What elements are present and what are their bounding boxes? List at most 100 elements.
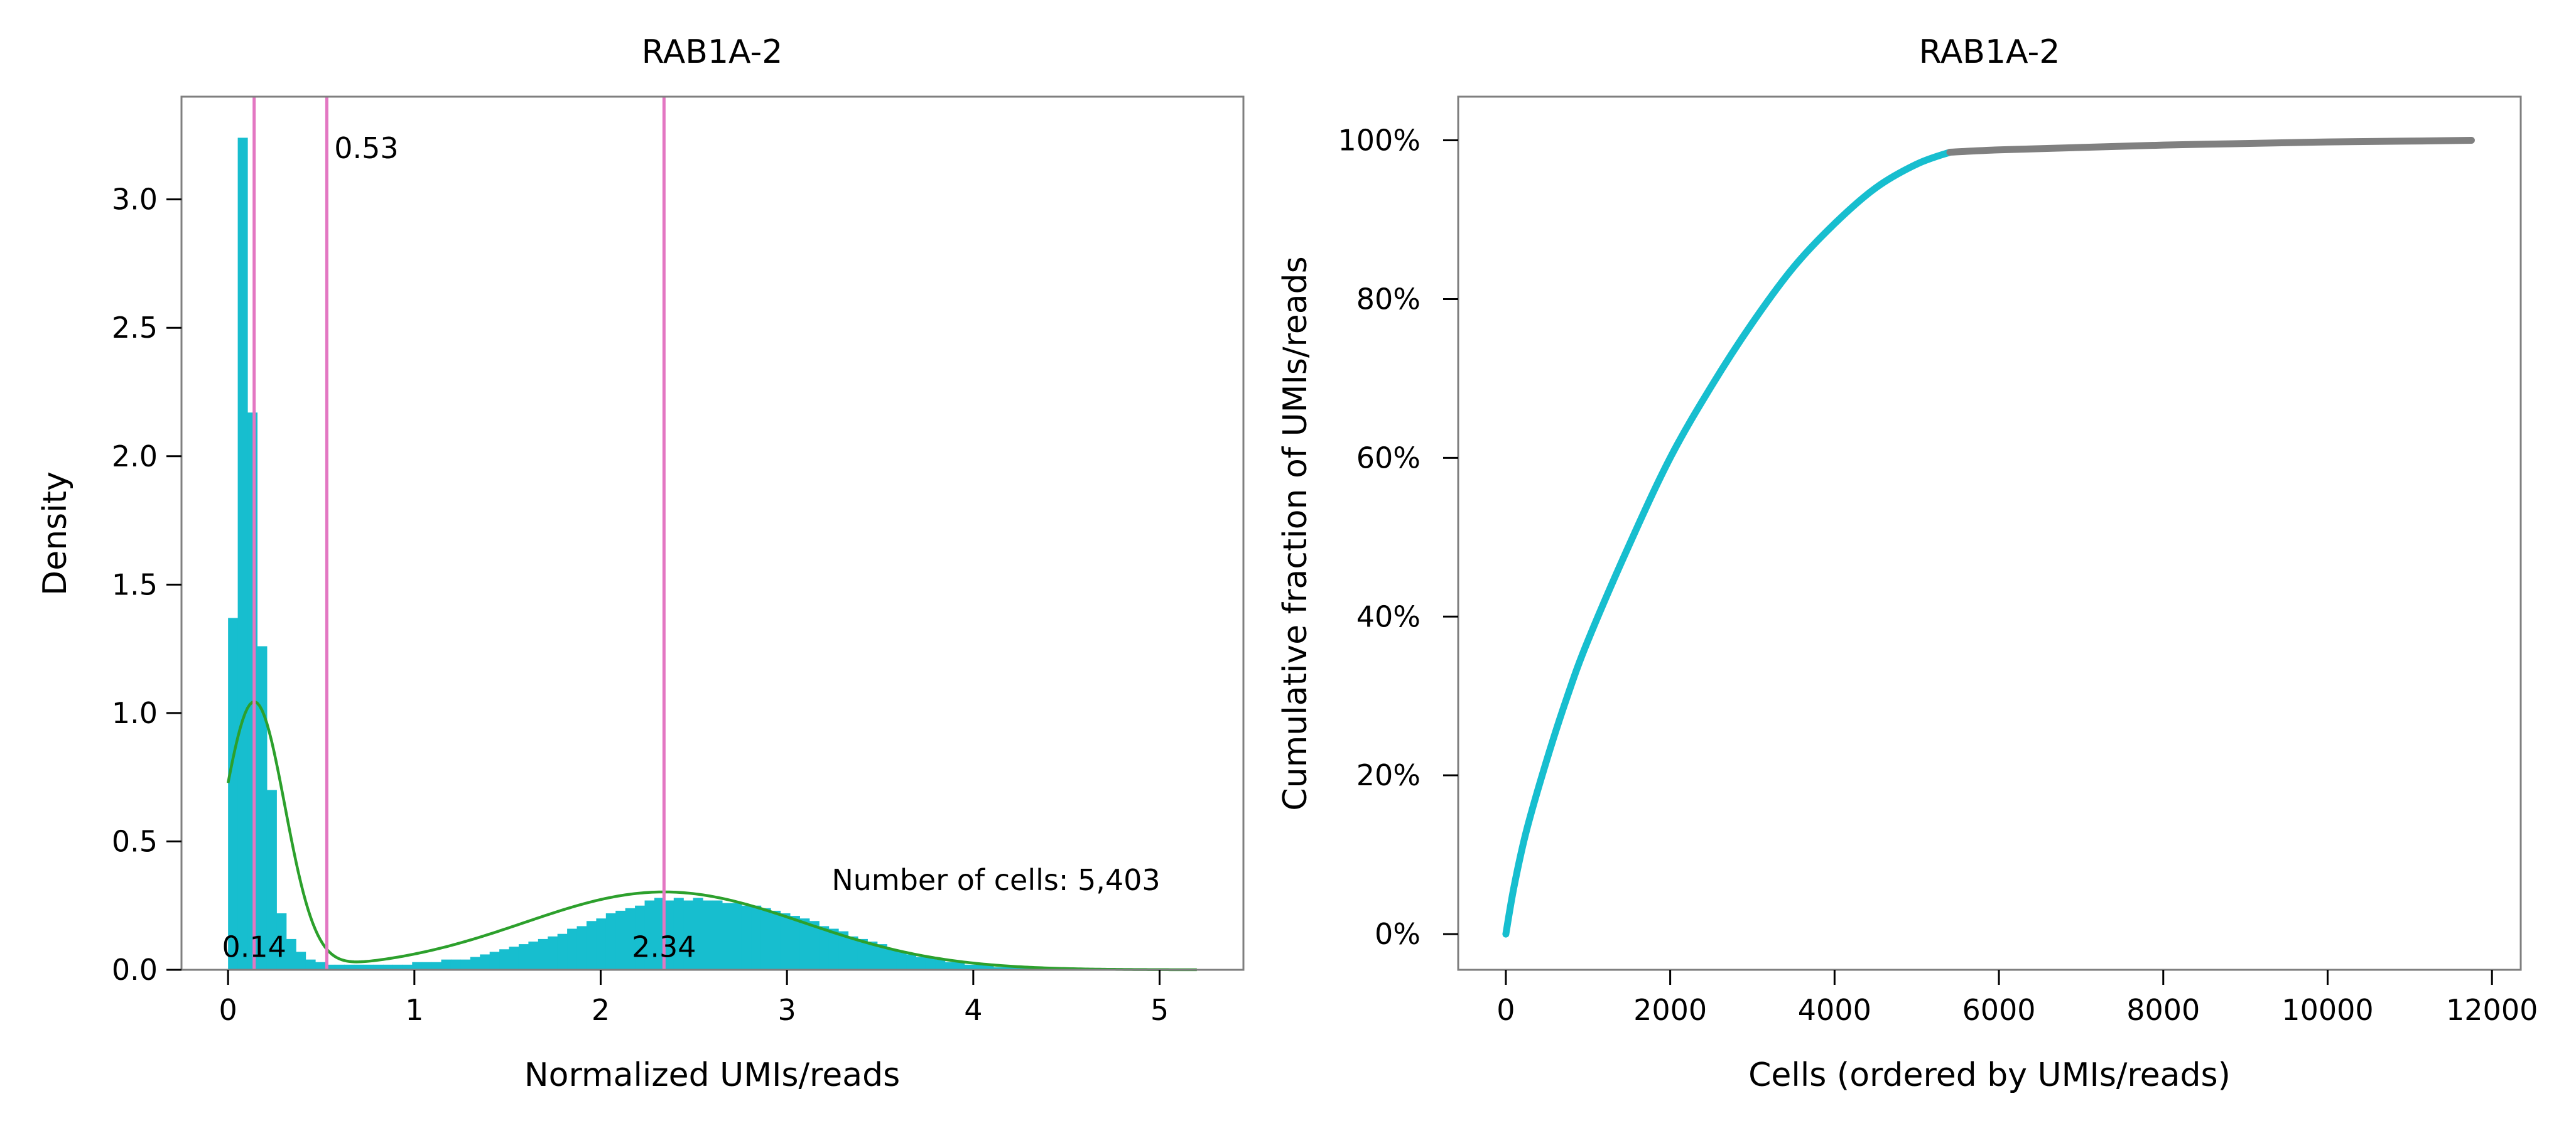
histogram-y-axis-label: Density	[36, 471, 74, 596]
cumulative-y-tick-label: 20%	[1356, 758, 1421, 792]
histogram-bar	[635, 905, 646, 970]
cumulative-y-axis-label: Cumulative fraction of UMIs/reads	[1277, 256, 1314, 810]
histogram-y-tick-label: 2.5	[112, 311, 158, 345]
cumulative-plot-area	[1502, 137, 2475, 938]
histogram-y-tick-label: 3.0	[112, 183, 158, 217]
histogram-bar	[906, 954, 917, 970]
cumulative-y-tick-label: 100%	[1338, 124, 1421, 158]
histogram-annotations: 0.53 0.14 2.34 Number of cells: 5,403	[222, 131, 1160, 964]
histogram-bar	[703, 900, 713, 970]
histogram-bar	[925, 957, 936, 970]
histogram-bar	[760, 908, 771, 970]
histogram-bar	[257, 646, 268, 970]
histogram-bar	[412, 962, 423, 970]
histogram-bar	[528, 941, 539, 970]
histogram-y-ticks: 0.0 0.5 1.0 1.5 2.0 2.5 3.0	[112, 183, 181, 987]
histogram-bar	[276, 913, 287, 970]
histogram-bar	[576, 926, 587, 970]
histogram-bar	[354, 964, 364, 970]
histogram-bar	[567, 928, 578, 970]
cumulative-y-tick-label: 40%	[1356, 599, 1421, 633]
histogram-bar	[654, 898, 664, 970]
histogram-bar	[538, 938, 548, 970]
histogram-x-tick-label: 4	[964, 993, 982, 1027]
cumulative-y-tick-label: 0%	[1375, 917, 1421, 951]
histogram-bar	[683, 900, 694, 970]
histogram-bar	[673, 898, 684, 970]
histogram-bar	[364, 964, 374, 970]
histogram-bar	[799, 918, 810, 970]
histogram-axes-frame	[180, 95, 1245, 971]
histogram-bar	[518, 944, 529, 970]
histogram-x-tick-label: 2	[592, 993, 610, 1027]
kde-curve	[226, 700, 1197, 972]
histogram-bar	[809, 921, 820, 970]
histogram-x-tick-label: 5	[1150, 993, 1169, 1027]
histogram-bar	[983, 964, 994, 970]
histogram-y-tick-label: 0.0	[112, 953, 158, 987]
histogram-bar	[916, 957, 926, 970]
histogram-bar	[557, 933, 568, 970]
cumulative-line-selected-cells	[1502, 149, 1954, 938]
histogram-bar	[402, 964, 413, 970]
histogram-y-tick-label: 1.5	[112, 567, 158, 601]
histogram-bar	[819, 926, 830, 970]
histogram-bar	[373, 964, 384, 970]
histogram-bar	[247, 412, 258, 970]
histogram-bar	[441, 959, 452, 970]
histogram-bar	[789, 916, 800, 970]
histogram-bar	[305, 959, 316, 970]
cumulative-title: RAB1A-2	[1919, 33, 2060, 71]
histogram-bar	[392, 964, 403, 970]
cumulative-x-tick-label: 8000	[2126, 993, 2200, 1027]
histogram-bar	[867, 941, 878, 970]
cumulative-x-tick-label: 12000	[2446, 993, 2538, 1027]
histogram-bar	[286, 938, 296, 970]
histogram-bar	[625, 908, 636, 970]
histogram-bar	[480, 954, 490, 970]
histogram-plot-area	[226, 97, 1197, 972]
histogram-bar	[828, 928, 839, 970]
cumulative-x-tick-label: 6000	[1962, 993, 2036, 1027]
cumulative-y-ticks: 0% 20% 40% 60% 80% 100%	[1338, 124, 1458, 951]
histogram-x-axis-label: Normalized UMIs/reads	[524, 1056, 900, 1094]
histogram-bar	[344, 964, 355, 970]
histogram-bar	[712, 900, 723, 970]
histogram-bar	[382, 964, 394, 970]
histogram-bar	[935, 959, 946, 970]
histogram-bar	[470, 957, 480, 970]
histogram-annotation: 0.14	[222, 930, 286, 964]
cumulative-x-axis-label: Cells (ordered by UMIs/reads)	[1748, 1056, 2231, 1094]
histogram-bar	[741, 905, 752, 970]
histogram-bar	[237, 137, 248, 970]
cumulative-x-tick-label: 4000	[1798, 993, 1871, 1027]
cumulative-y-tick-label: 80%	[1356, 282, 1421, 316]
histogram-bar	[693, 898, 703, 970]
histogram-bar	[615, 910, 626, 970]
cumulative-x-tick-label: 0	[1496, 993, 1515, 1027]
histogram-annotation: 2.34	[632, 930, 696, 964]
histogram-bar	[315, 962, 326, 970]
histogram-bar	[955, 962, 965, 970]
histogram-bar	[964, 964, 975, 970]
histogram-bar	[857, 938, 868, 970]
histogram-bar	[450, 959, 462, 970]
histogram-bar	[596, 918, 607, 970]
histogram-bar	[944, 962, 955, 970]
histogram-bar	[838, 931, 849, 970]
histogram-bar	[722, 903, 732, 970]
histogram-bar	[664, 900, 674, 970]
histogram-bar	[548, 936, 558, 970]
histogram-title: RAB1A-2	[642, 33, 783, 71]
histogram-bar	[296, 952, 306, 970]
histogram-bar	[605, 913, 616, 970]
histogram-bar	[896, 952, 907, 970]
histogram-y-tick-label: 0.5	[112, 824, 158, 858]
histogram-bar	[974, 964, 985, 970]
histogram-bar	[509, 947, 519, 970]
histogram-bar	[460, 959, 471, 970]
cumulative-x-tick-label: 10000	[2281, 993, 2373, 1027]
histogram-bar	[325, 964, 335, 970]
